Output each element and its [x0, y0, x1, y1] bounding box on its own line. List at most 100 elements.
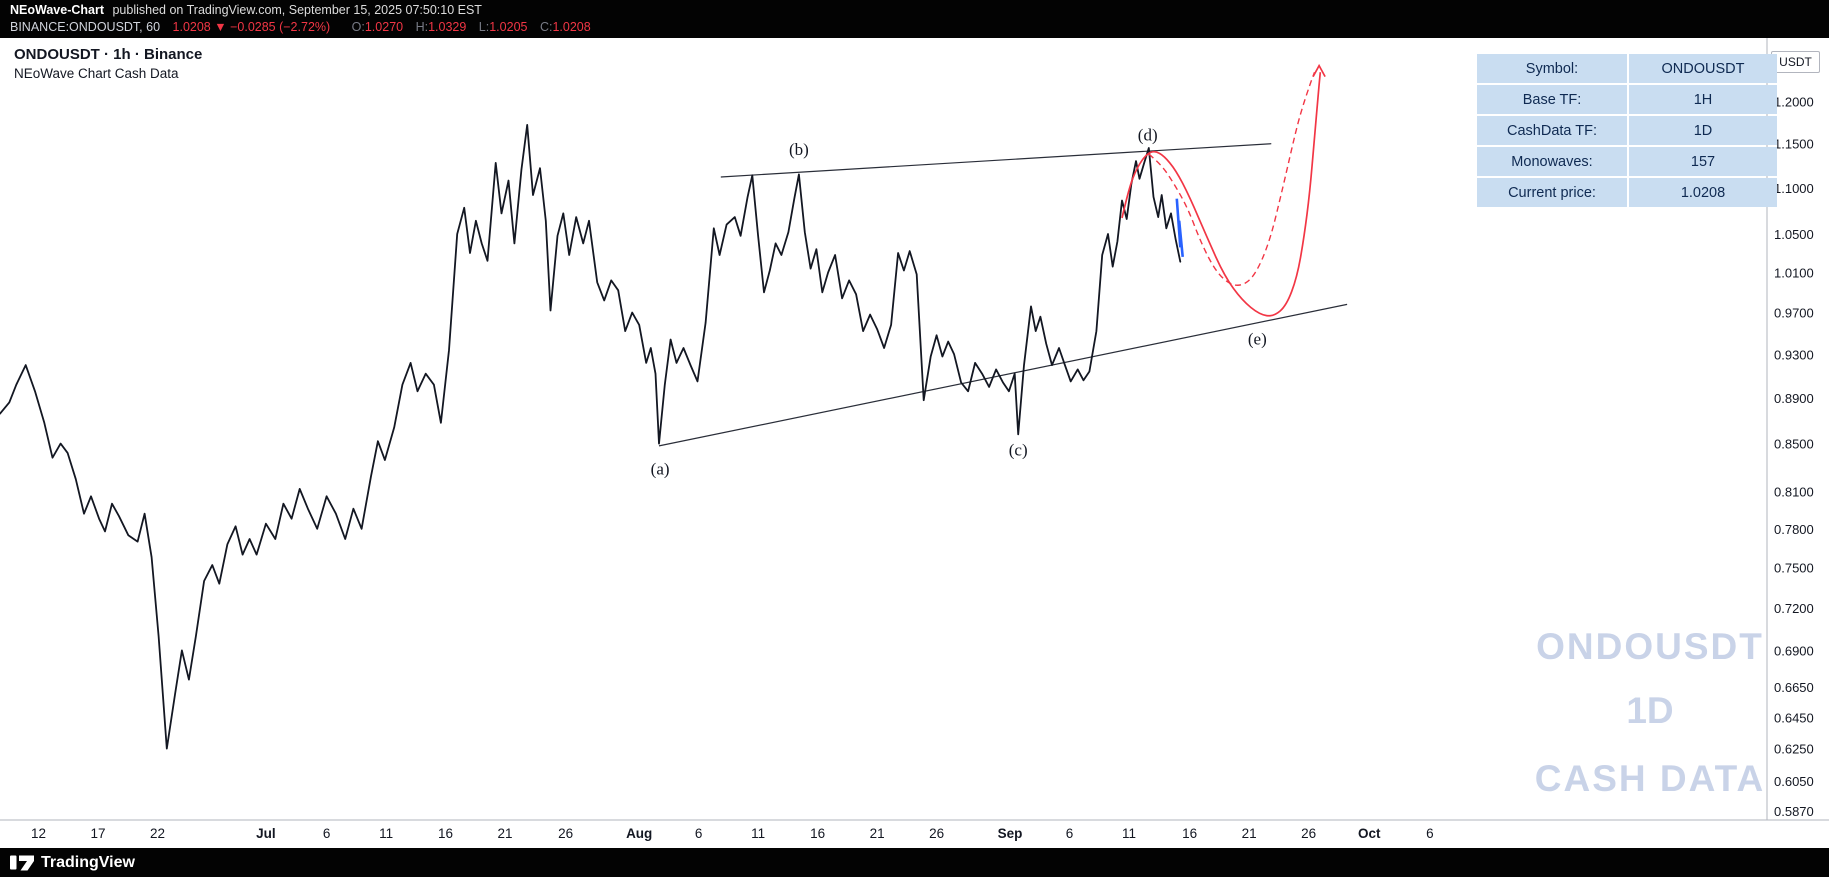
price-axis-label: 1.1500 — [1774, 137, 1814, 152]
watermark-cashdata: CASH DATA — [1534, 758, 1766, 799]
publish-info: published on TradingView.com, September … — [112, 3, 482, 17]
chart-title: ONDOUSDT · 1h · Binance — [14, 46, 203, 63]
tradingview-mark-icon — [10, 855, 34, 871]
trendline-upper — [720, 143, 1272, 178]
last-price: 1.0208 — [172, 20, 211, 34]
info-table-value: 1H — [1629, 85, 1777, 114]
time-axis-label: 11 — [1122, 826, 1136, 841]
wave-label-a: (a) — [651, 459, 670, 478]
time-axis-label: 6 — [323, 826, 331, 841]
publish-header: NEoWave-Chart published on TradingView.c… — [0, 0, 1829, 38]
time-axis-label: 16 — [438, 826, 453, 841]
close-label: C: — [539, 20, 553, 34]
price-axis-label: 0.6250 — [1774, 742, 1814, 757]
projection-arrowhead-icon — [1312, 63, 1326, 78]
info-table-label: Current price: — [1477, 178, 1627, 207]
time-axis-label: 21 — [1242, 826, 1257, 841]
symbol-status-line: BINANCE:ONDOUSDT, 60 1.0208 ▼ −0.0285 (−… — [10, 20, 591, 34]
time-axis-label: 21 — [497, 826, 512, 841]
high-label: H: — [415, 20, 429, 34]
symbol-name: BINANCE:ONDOUSDT, 60 — [10, 20, 161, 34]
info-table: Symbol: ONDOUSDT Base TF: 1H CashData TF: 1D M… — [1475, 52, 1779, 209]
info-table-row: Symbol: ONDOUSDT — [1477, 54, 1777, 83]
price-axis-label: 0.6050 — [1774, 774, 1814, 789]
publisher-name: NEoWave-Chart — [10, 3, 104, 17]
time-axis-label: 11 — [751, 826, 765, 841]
price-axis-label: 0.9700 — [1774, 306, 1814, 321]
price-axis-label: 0.7500 — [1774, 561, 1814, 576]
price-axis-label: 0.8500 — [1774, 437, 1814, 452]
price-axis-label: 0.7200 — [1774, 601, 1814, 616]
info-table-value: ONDOUSDT — [1629, 54, 1777, 83]
info-table-row: Monowaves: 157 — [1477, 147, 1777, 176]
price-axis-label: 0.9300 — [1774, 347, 1814, 362]
price-axis-label: 0.7800 — [1774, 522, 1814, 537]
price-axis-label: 0.5870 — [1774, 804, 1814, 819]
time-axis-label: 6 — [695, 826, 703, 841]
price-axis-label: 0.8100 — [1774, 484, 1814, 499]
wave-label-b: (b) — [789, 140, 809, 159]
price-axis-label: 1.0500 — [1774, 227, 1814, 242]
down-arrow-icon: ▼ — [214, 20, 227, 34]
high-value: 1.0329 — [428, 20, 467, 34]
info-table-row: Base TF: 1H — [1477, 85, 1777, 114]
time-axis-label: 6 — [1426, 826, 1434, 841]
time-axis-label: Oct — [1358, 826, 1381, 841]
price-axis-label: 0.6900 — [1774, 643, 1814, 658]
close-value: 1.0208 — [552, 20, 591, 34]
time-axis-label: Aug — [626, 826, 652, 841]
price-axis-label: 0.6450 — [1774, 710, 1814, 725]
low-value: 1.0205 — [489, 20, 528, 34]
axis-currency-label: USDT — [1771, 51, 1820, 73]
info-table-value: 1.0208 — [1629, 178, 1777, 207]
low-label: L: — [478, 20, 490, 34]
time-axis-label: Sep — [998, 826, 1023, 841]
price-axis-label: 0.6650 — [1774, 680, 1814, 695]
wave-label-e: (e) — [1248, 330, 1267, 349]
open-label: O: — [351, 20, 365, 34]
price-axis-label: 1.1000 — [1774, 181, 1814, 196]
time-axis-label: 11 — [379, 826, 393, 841]
time-axis-label: 17 — [90, 826, 105, 841]
chart-legend: ONDOUSDT · 1h · Binance NEoWave Chart Ca… — [14, 46, 202, 81]
time-axis-label: 26 — [929, 826, 944, 841]
price-change: −0.0285 (−2.72%) — [230, 20, 331, 34]
time-axis-label: 16 — [1182, 826, 1197, 841]
time-axis-label: 12 — [31, 826, 46, 841]
price-axis-label: 1.0100 — [1774, 266, 1814, 281]
time-axis-label: 21 — [870, 826, 885, 841]
time-axis-label: Jul — [256, 826, 276, 841]
info-table-value: 157 — [1629, 147, 1777, 176]
trendline-lower — [658, 303, 1348, 447]
footer-bar: TradingView — [0, 848, 1829, 877]
projection-path-solid — [1121, 72, 1322, 317]
info-table-row: Current price: 1.0208 — [1477, 178, 1777, 207]
price-axis-label: 1.2000 — [1774, 95, 1814, 110]
open-value: 1.0270 — [364, 20, 404, 34]
time-axis-label: 22 — [150, 826, 165, 841]
price-line — [0, 124, 1182, 750]
time-axis-label: 6 — [1066, 826, 1074, 841]
time-axis-label: 26 — [1301, 826, 1316, 841]
highlight-segment — [1175, 198, 1184, 258]
watermark-symbol: ONDOUSDT — [1536, 626, 1764, 667]
info-table-label: CashData TF: — [1477, 116, 1627, 145]
info-table-value: 1D — [1629, 116, 1777, 145]
time-axis-label: 16 — [810, 826, 825, 841]
tradingview-logo[interactable]: TradingView — [10, 854, 135, 872]
chart-subtitle: NEoWave Chart Cash Data — [14, 66, 179, 81]
wave-label-c: (c) — [1009, 440, 1028, 459]
tradingview-wordmark: TradingView — [41, 853, 135, 871]
info-table-label: Monowaves: — [1477, 147, 1627, 176]
info-table-label: Symbol: — [1477, 54, 1627, 83]
info-table-label: Base TF: — [1477, 85, 1627, 114]
watermark: ONDOUSDT 1D CASH DATA — [1460, 626, 1829, 800]
projection-path-dashed — [1148, 71, 1316, 286]
watermark-timeframe: 1D — [1626, 690, 1674, 731]
price-axis-label: 0.8900 — [1774, 391, 1814, 406]
time-axis-label: 26 — [558, 826, 573, 841]
publish-line: NEoWave-Chart published on TradingView.c… — [10, 3, 482, 17]
wave-label-d: (d) — [1138, 125, 1158, 144]
info-table-row: CashData TF: 1D — [1477, 116, 1777, 145]
